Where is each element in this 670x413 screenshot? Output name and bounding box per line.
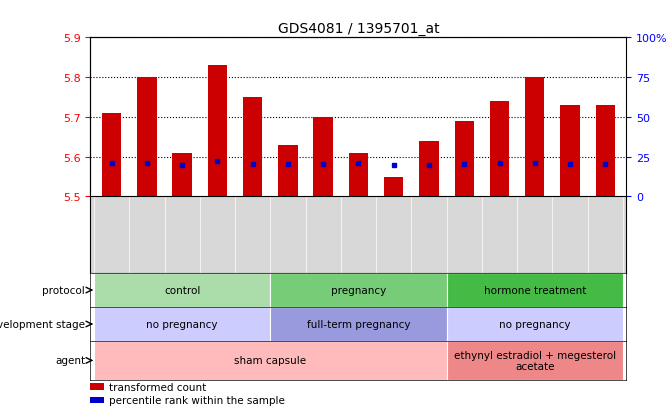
Bar <box>102 114 121 197</box>
Bar <box>208 66 227 197</box>
Text: no pregnancy: no pregnancy <box>146 319 218 329</box>
Text: no pregnancy: no pregnancy <box>499 319 571 329</box>
Bar <box>384 177 403 197</box>
Text: agent: agent <box>55 356 85 366</box>
Text: hormone treatment: hormone treatment <box>484 285 586 295</box>
Bar <box>94 341 447 380</box>
Bar <box>447 341 623 380</box>
Bar <box>137 78 157 197</box>
Text: protocol: protocol <box>42 285 85 295</box>
Bar <box>243 97 263 197</box>
Bar <box>90 383 104 390</box>
Text: percentile rank within the sample: percentile rank within the sample <box>109 395 285 405</box>
Bar <box>454 121 474 197</box>
Bar <box>278 145 297 197</box>
Bar <box>349 153 368 197</box>
Title: GDS4081 / 1395701_at: GDS4081 / 1395701_at <box>277 21 440 36</box>
Text: control: control <box>164 285 200 295</box>
Bar <box>94 273 270 307</box>
Bar <box>172 153 192 197</box>
Bar <box>270 307 447 341</box>
Text: transformed count: transformed count <box>109 382 206 392</box>
Bar <box>447 307 623 341</box>
Text: sham capsule: sham capsule <box>234 356 306 366</box>
Bar <box>560 106 580 197</box>
Bar <box>525 78 545 197</box>
Bar <box>94 307 270 341</box>
Bar <box>596 106 615 197</box>
Bar <box>490 102 509 197</box>
Text: full-term pregnancy: full-term pregnancy <box>307 319 410 329</box>
Text: pregnancy: pregnancy <box>331 285 386 295</box>
Bar <box>270 273 447 307</box>
Bar <box>419 141 439 197</box>
Bar <box>90 397 104 404</box>
Bar <box>314 118 333 197</box>
Text: ethynyl estradiol + megesterol
acetate: ethynyl estradiol + megesterol acetate <box>454 350 616 371</box>
Bar <box>447 273 623 307</box>
Text: development stage: development stage <box>0 319 85 329</box>
